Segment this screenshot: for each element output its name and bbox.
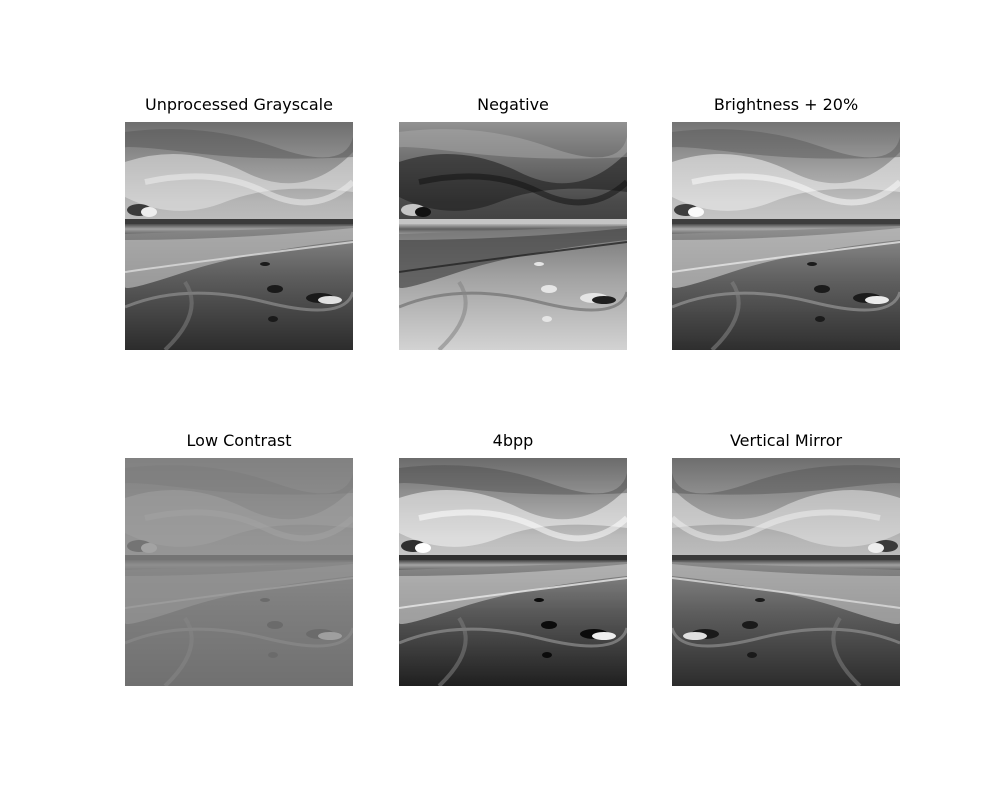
image-4bpp bbox=[399, 458, 627, 686]
panel-title: Vertical Mirror bbox=[729, 431, 843, 450]
panel-title: 4bpp bbox=[492, 431, 534, 450]
panel-brightness: Brightness + 20% bbox=[672, 95, 900, 350]
panel-vertical-mirror: Vertical Mirror bbox=[672, 431, 900, 686]
panel-title: Low Contrast bbox=[186, 431, 292, 450]
image-negative bbox=[399, 122, 627, 350]
panel-title: Unprocessed Grayscale bbox=[145, 95, 333, 114]
image-brightness bbox=[672, 122, 900, 350]
image-unprocessed-grayscale bbox=[125, 122, 353, 350]
image-low-contrast bbox=[125, 458, 353, 686]
panel-title: Negative bbox=[477, 95, 549, 114]
panel-unprocessed-grayscale: Unprocessed Grayscale bbox=[125, 95, 353, 350]
image-vertical-mirror bbox=[672, 458, 900, 686]
panel-4bpp: 4bpp bbox=[399, 431, 627, 686]
panel-title: Brightness + 20% bbox=[713, 95, 859, 114]
panel-negative: Negative bbox=[399, 95, 627, 350]
panel-low-contrast: Low Contrast bbox=[125, 431, 353, 686]
